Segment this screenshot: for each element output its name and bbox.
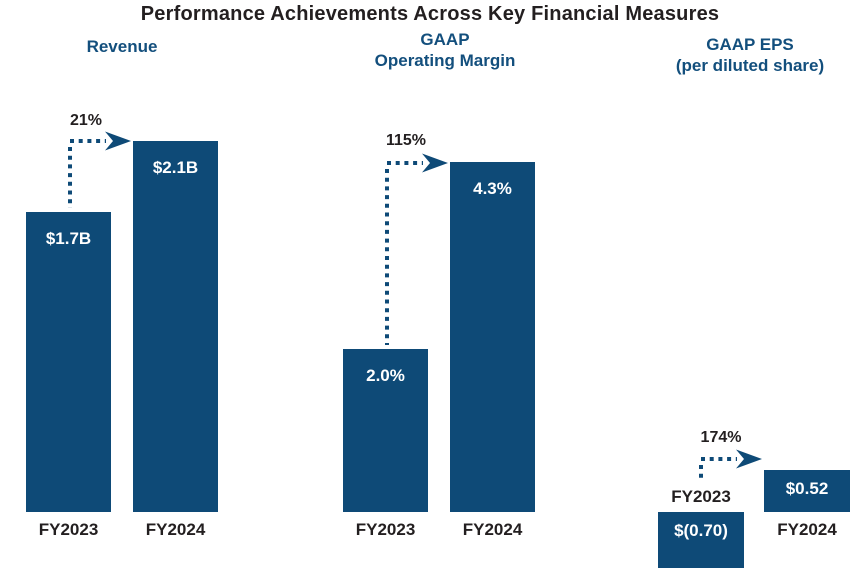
- bar-fy2023: [658, 512, 744, 568]
- category-label-fy2024: FY2024: [145, 520, 206, 539]
- chart-header-line: GAAP: [420, 30, 470, 49]
- growth-percent-eps: 174%: [700, 429, 742, 446]
- bar-value-label: 2.0%: [366, 366, 405, 385]
- chart-header-line: Revenue: [86, 37, 158, 56]
- bar-fy2023: [26, 212, 111, 512]
- category-label-fy2023: FY2023: [671, 487, 731, 506]
- arrowhead-icon: [105, 131, 131, 151]
- category-label-fy2023: FY2023: [355, 520, 416, 539]
- bar-fy2024: [450, 162, 535, 512]
- category-label-fy2024: FY2024: [462, 520, 523, 539]
- bar-value-label: $1.7B: [45, 229, 92, 248]
- growth-percent-revenue: 21%: [69, 112, 103, 129]
- category-label-fy2023: FY2023: [38, 520, 99, 539]
- chart-header-line: GAAP EPS: [706, 35, 794, 54]
- bar-value-label: $0.52: [785, 479, 829, 498]
- bar-fy2024: [764, 470, 850, 512]
- growth-arrow: [385, 153, 448, 345]
- bar-value-label: $(0.70): [674, 521, 728, 540]
- chart-header-line: (per diluted share): [675, 56, 825, 75]
- chart-header-gaap-eps: GAAP EPS (per diluted share): [676, 34, 824, 76]
- growth-arrow: [68, 131, 131, 208]
- category-label-fy2024: FY2024: [777, 520, 837, 539]
- arrowhead-icon: [422, 153, 448, 173]
- bar-fy2023: [343, 349, 428, 512]
- growth-arrow: [699, 449, 762, 478]
- bar-value-label: $2.1B: [152, 158, 199, 177]
- page-title: Performance Achievements Across Key Fina…: [140, 3, 720, 25]
- bar-value-label: 4.3%: [473, 179, 512, 198]
- chart-header-line: Operating Margin: [374, 51, 516, 70]
- chart-header-operating-margin: GAAP Operating Margin: [375, 29, 516, 71]
- bar-fy2024: [133, 141, 218, 512]
- growth-percent-margin: 115%: [385, 132, 427, 149]
- chart-header-revenue: Revenue: [87, 36, 158, 57]
- arrowhead-icon: [736, 449, 762, 469]
